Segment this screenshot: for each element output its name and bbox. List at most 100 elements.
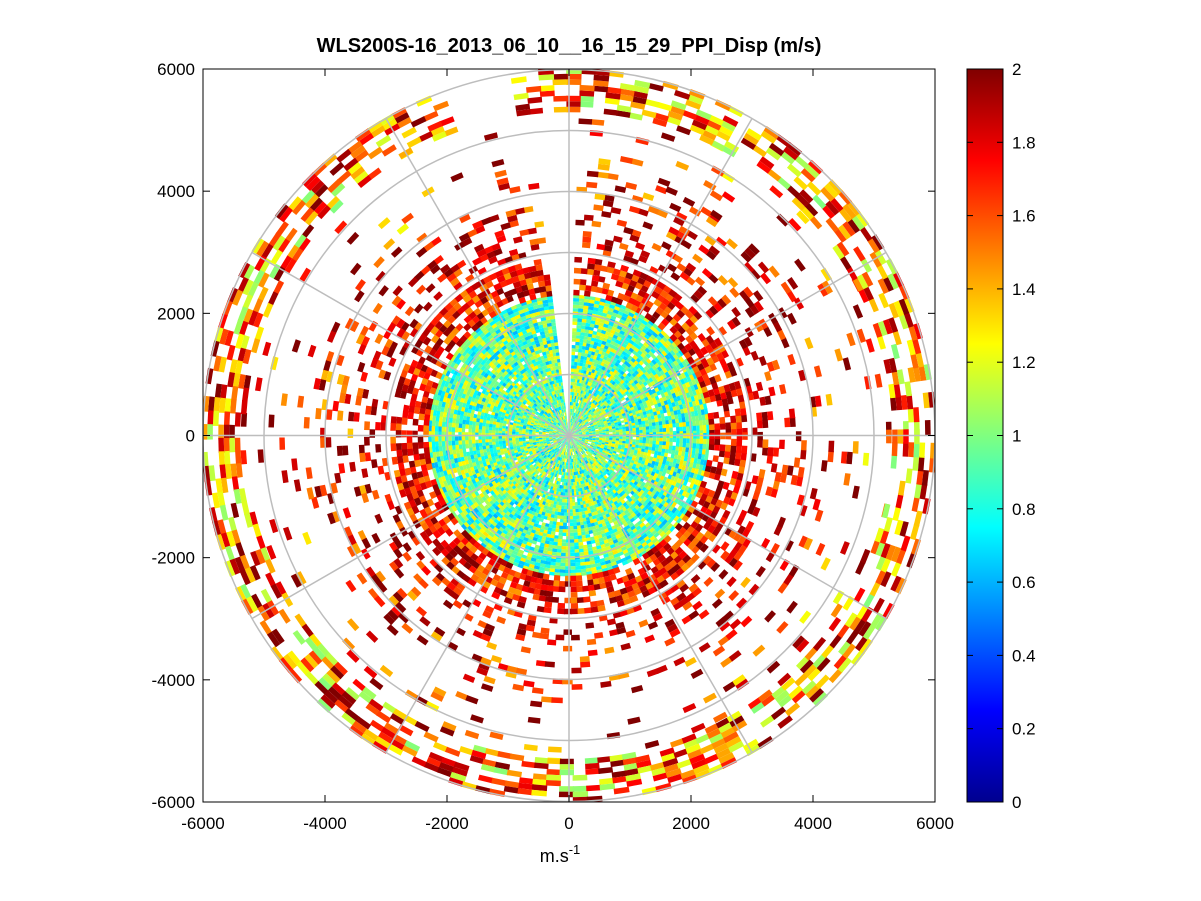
data-cell-998 xyxy=(547,425,551,428)
data-cell-1597 xyxy=(556,400,559,404)
data-cell-4050 xyxy=(652,440,657,445)
data-cell-2403 xyxy=(515,425,520,429)
data-cell-926 xyxy=(585,439,589,442)
data-cell-617 xyxy=(578,437,583,439)
data-cell-2354 xyxy=(600,393,605,398)
data-cell-317 xyxy=(575,432,579,434)
data-cell-1875 xyxy=(606,419,610,422)
data-cell-515 xyxy=(563,422,566,427)
data-cell-560 xyxy=(558,441,562,444)
data-cell-1953 xyxy=(530,453,534,457)
data-cell-491 xyxy=(575,425,579,429)
data-cell-1519 xyxy=(576,464,579,469)
data-cell-2089 xyxy=(524,418,529,422)
data-cell-250 xyxy=(563,437,567,440)
data-cell-833 xyxy=(555,420,559,424)
data-cell-1577 xyxy=(588,405,592,409)
data-cell-943 xyxy=(587,426,592,429)
data-cell-2452 xyxy=(575,485,578,489)
data-cell-1977 xyxy=(564,475,567,479)
data-cell-954 xyxy=(582,417,586,421)
data-cell-1649 xyxy=(541,458,546,462)
data-cell-825 xyxy=(560,416,563,421)
data-cell-4128 xyxy=(478,436,482,440)
data-cell-164 xyxy=(572,433,576,435)
data-cell-970 xyxy=(571,412,573,416)
data-cell-2029 xyxy=(610,419,614,423)
data-cell-2303 xyxy=(590,476,594,481)
data-cell-1588 xyxy=(573,399,576,403)
data-cell-896 xyxy=(569,452,571,456)
data-cell-1075 xyxy=(587,443,591,446)
data-cell-839 xyxy=(552,423,556,426)
data-cell-1567 xyxy=(597,415,601,419)
data-cell-1252 xyxy=(592,420,596,424)
data-cell-4630 xyxy=(558,532,563,536)
data-cell-561 xyxy=(558,441,562,445)
data-cell-2016 xyxy=(608,440,613,444)
data-cell-1528 xyxy=(585,459,589,464)
data-cell-452 xyxy=(574,439,577,443)
data-cell-2343 xyxy=(614,411,618,415)
data-cell-1848 xyxy=(596,458,601,462)
data-cell-2563 xyxy=(512,431,516,434)
data-cell-2289 xyxy=(565,482,568,486)
data-cell-453 xyxy=(574,439,578,442)
data-cell-2203 xyxy=(589,390,593,395)
data-cell-1038 xyxy=(558,453,561,458)
data-cell-1463 xyxy=(537,423,541,426)
data-cell-987 xyxy=(553,417,557,421)
data-cell-2389 xyxy=(528,398,533,403)
data-cell-394 xyxy=(559,436,563,438)
data-cell-1375 xyxy=(586,455,590,459)
data-cell-1441 xyxy=(557,403,560,408)
data-cell-486 xyxy=(577,427,580,430)
data-cell-478 xyxy=(578,430,582,433)
data-cell-938 xyxy=(588,430,593,433)
data-cell-1249 xyxy=(593,424,598,427)
data-cell-683 xyxy=(555,424,559,428)
data-cell-2272 xyxy=(531,467,536,471)
data-cell-1975 xyxy=(561,475,564,479)
data-cell-1964 xyxy=(541,466,545,471)
data-cell-3541 xyxy=(563,509,568,513)
data-cell-521 xyxy=(560,424,564,428)
data-cell-1758 xyxy=(549,399,553,404)
data-cell-2045 xyxy=(593,396,598,401)
data-cell-2418 xyxy=(519,454,524,459)
data-cell-1903 xyxy=(570,391,573,396)
data-cell-2201 xyxy=(594,393,598,397)
data-cell-4976 xyxy=(672,445,676,451)
data-cell-904 xyxy=(576,450,579,454)
data-cell-1747 xyxy=(571,395,574,399)
data-cell-768 xyxy=(581,440,585,443)
data-cell-292 xyxy=(571,437,574,441)
data-cell-1053 xyxy=(572,455,574,459)
data-cell-1600 xyxy=(552,401,556,406)
data-cell-782 xyxy=(585,432,589,434)
data-cell-767 xyxy=(581,440,585,443)
data-cell-1652 xyxy=(544,460,548,465)
data-cell-2759 xyxy=(565,492,568,496)
data-cell-807 xyxy=(576,417,579,421)
data-cell-435 xyxy=(570,442,572,446)
data-cell-1924 xyxy=(534,407,538,412)
data-cell-342 xyxy=(571,426,573,430)
data-cell-885 xyxy=(561,451,564,455)
data-cell-994 xyxy=(549,422,553,425)
data-cell-1573 xyxy=(592,408,596,413)
data-cell-1612 xyxy=(539,412,543,416)
data-cell-756 xyxy=(577,445,581,449)
data-cell-1136 xyxy=(552,413,556,417)
data-cell-2426 xyxy=(527,467,532,472)
data-cell-2330 xyxy=(615,436,620,439)
data-cell-174 xyxy=(571,430,574,434)
data-cell-1857 xyxy=(603,447,608,451)
data-cell-1551 xyxy=(599,436,603,438)
data-cell-1150 xyxy=(544,424,548,427)
data-cell-392 xyxy=(559,436,563,438)
data-cell-598 xyxy=(574,443,577,447)
data-cell-1076 xyxy=(587,442,591,445)
data-cell-2260 xyxy=(520,448,525,452)
data-cell-587 xyxy=(570,445,572,449)
